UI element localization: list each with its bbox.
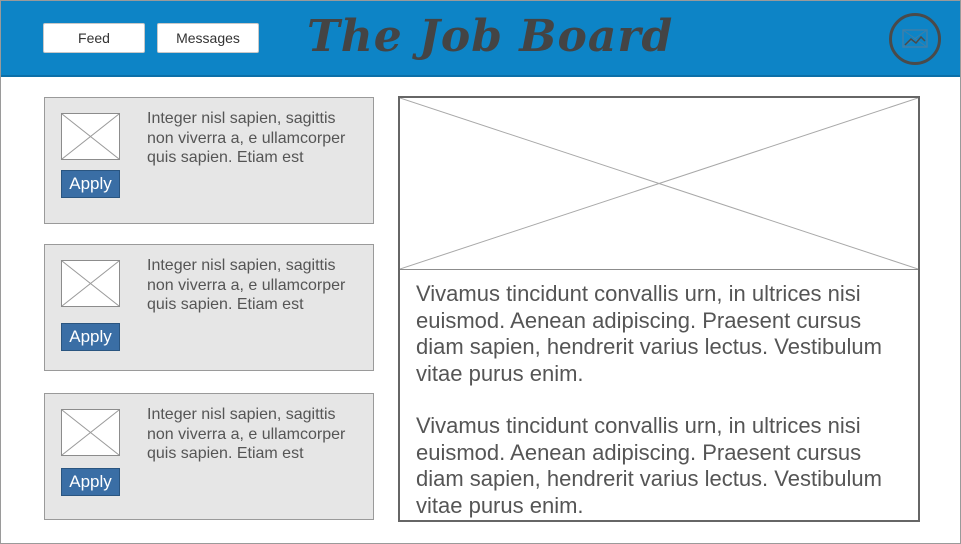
image-placeholder-icon	[61, 260, 120, 307]
image-placeholder-icon	[399, 97, 919, 270]
site-title: The Job Board	[307, 11, 674, 62]
job-description: Integer nisl sapien, sagittis non viverr…	[147, 257, 346, 313]
user-avatar-icon[interactable]	[889, 13, 941, 65]
feed-button[interactable]: Feed	[43, 23, 145, 53]
job-card: Apply Integer nisl sapien, sagittis non …	[44, 244, 374, 371]
job-card: Apply Integer nisl sapien, sagittis non …	[44, 97, 374, 224]
image-placeholder-icon	[61, 409, 120, 456]
apply-button[interactable]: Apply	[61, 323, 120, 351]
apply-button[interactable]: Apply	[61, 468, 120, 496]
messages-button[interactable]: Messages	[157, 23, 259, 53]
detail-paragraph: Vivamus tincidunt convallis urn, in ultr…	[416, 281, 882, 386]
job-detail-text: Vivamus tincidunt convallis urn, in ultr…	[416, 281, 911, 544]
avatar-image-icon	[902, 29, 928, 48]
job-description: Integer nisl sapien, sagittis non viverr…	[147, 110, 346, 166]
apply-button[interactable]: Apply	[61, 170, 120, 198]
job-description: Integer nisl sapien, sagittis non viverr…	[147, 406, 346, 462]
image-placeholder-icon	[61, 113, 120, 160]
job-detail-panel: Vivamus tincidunt convallis urn, in ultr…	[398, 96, 920, 522]
detail-paragraph: Vivamus tincidunt convallis urn, in ultr…	[416, 413, 882, 518]
job-card: Apply Integer nisl sapien, sagittis non …	[44, 393, 374, 520]
top-header: Feed Messages The Job Board	[1, 1, 960, 77]
